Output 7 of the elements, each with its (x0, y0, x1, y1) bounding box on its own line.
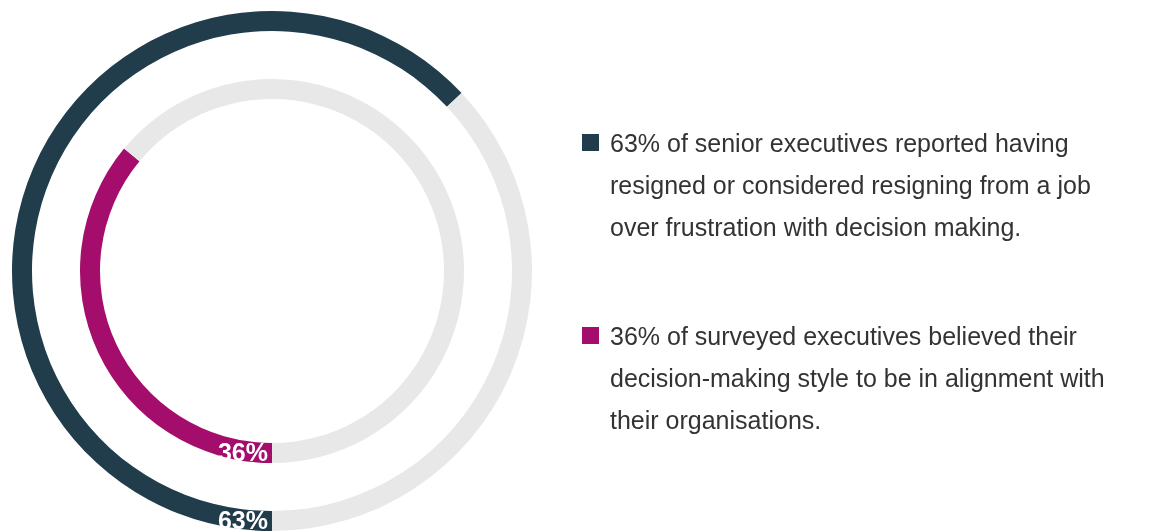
donut-slice (12, 11, 462, 531)
legend-label: 36% of surveyed executives believed their decision-making style to be in alignment with their organisations. (610, 322, 1105, 434)
donut-slice (80, 148, 272, 463)
donut-slice (124, 79, 464, 463)
donut-slice (272, 93, 532, 531)
data-label: 63% (217, 506, 268, 531)
legend-label: 63% of senior executives reported having resigned or considered resigning from a job over frustration with decision making. (610, 129, 1091, 241)
